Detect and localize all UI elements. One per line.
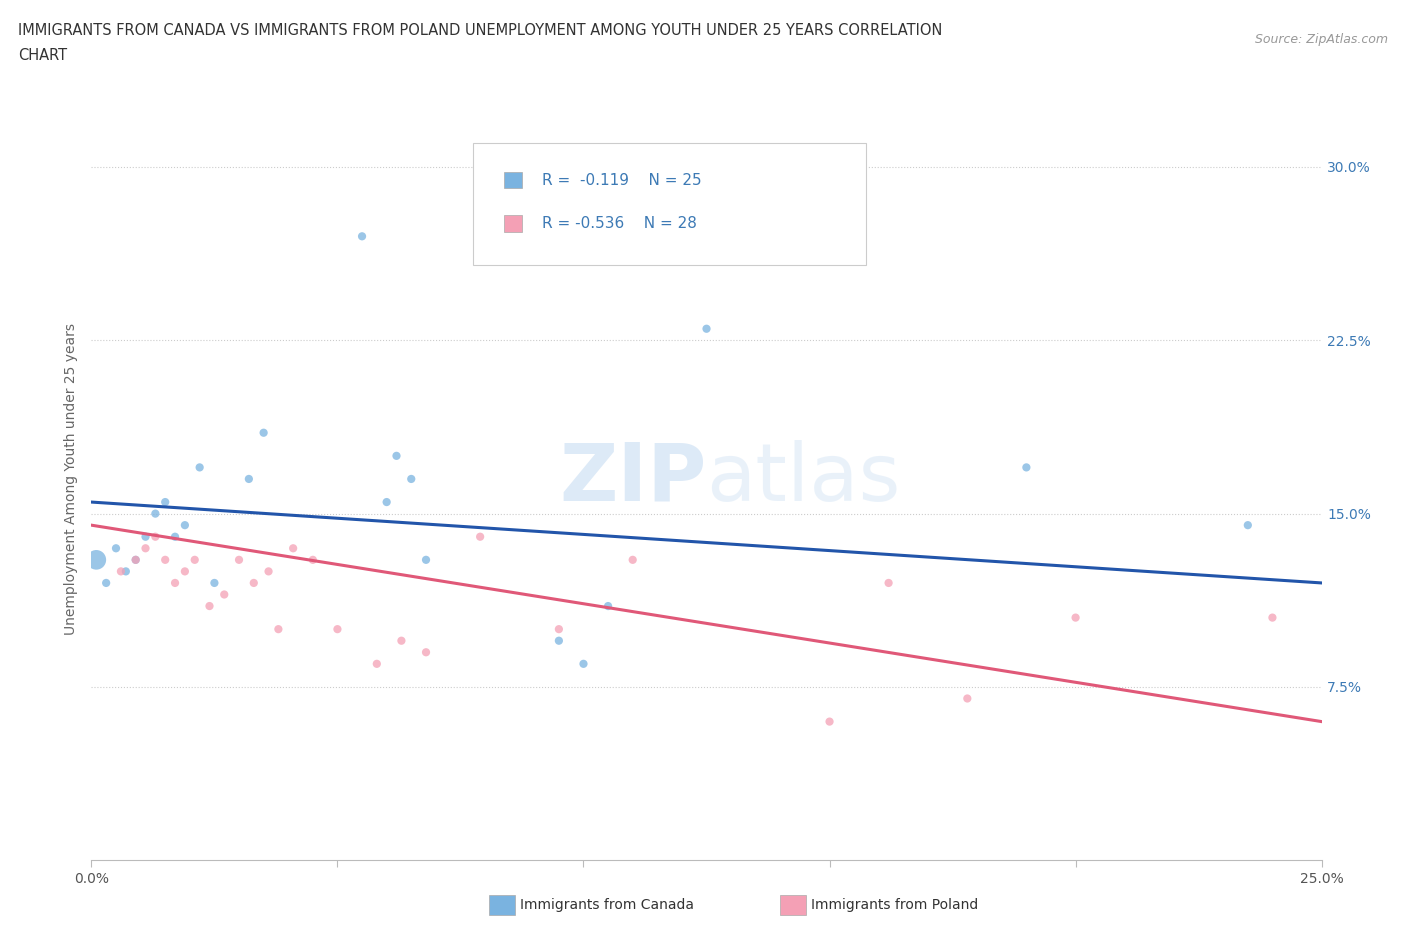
Point — [253, 425, 276, 440]
Point — [212, 587, 235, 602]
Point — [124, 552, 146, 567]
Point — [110, 564, 132, 578]
Point — [114, 564, 138, 578]
Point — [145, 506, 166, 521]
Point — [596, 599, 619, 614]
Point — [145, 529, 166, 544]
Point — [257, 564, 280, 578]
FancyBboxPatch shape — [472, 143, 866, 265]
Point — [415, 552, 437, 567]
Text: R =  -0.119    N = 25: R = -0.119 N = 25 — [541, 172, 702, 188]
Point — [188, 460, 211, 475]
Point — [228, 552, 250, 567]
Bar — [503, 215, 523, 232]
Point — [124, 552, 146, 567]
Point — [375, 495, 398, 510]
Point — [1064, 610, 1087, 625]
Point — [267, 622, 290, 637]
Text: CHART: CHART — [18, 48, 67, 63]
Point — [105, 541, 127, 556]
Point — [366, 657, 388, 671]
Bar — [503, 172, 523, 189]
Point — [153, 552, 177, 567]
Point — [621, 552, 644, 567]
Point — [415, 644, 437, 659]
Text: atlas: atlas — [706, 440, 901, 518]
Point — [877, 576, 900, 591]
Point — [695, 321, 717, 336]
Point — [468, 529, 492, 544]
Point — [163, 576, 186, 591]
Point — [1261, 610, 1284, 625]
Point — [326, 622, 349, 637]
Point — [153, 495, 177, 510]
Text: R = -0.536    N = 28: R = -0.536 N = 28 — [541, 216, 696, 231]
Point — [198, 599, 221, 614]
Point — [163, 529, 186, 544]
Point — [352, 229, 374, 244]
Point — [389, 633, 413, 648]
Point — [281, 541, 304, 556]
Point — [135, 529, 156, 544]
Text: Source: ZipAtlas.com: Source: ZipAtlas.com — [1254, 33, 1388, 46]
Point — [818, 714, 841, 729]
Y-axis label: Unemployment Among Youth under 25 years: Unemployment Among Youth under 25 years — [65, 323, 79, 635]
Point — [96, 576, 117, 591]
Point — [174, 518, 197, 533]
Point — [301, 552, 323, 567]
Point — [202, 576, 225, 591]
Point — [86, 552, 108, 567]
Point — [547, 622, 569, 637]
Point — [547, 633, 569, 648]
Point — [572, 657, 595, 671]
Point — [174, 564, 197, 578]
Text: IMMIGRANTS FROM CANADA VS IMMIGRANTS FROM POLAND UNEMPLOYMENT AMONG YOUTH UNDER : IMMIGRANTS FROM CANADA VS IMMIGRANTS FRO… — [18, 23, 942, 38]
Text: Immigrants from Canada: Immigrants from Canada — [520, 897, 695, 912]
Point — [238, 472, 260, 486]
Text: Immigrants from Poland: Immigrants from Poland — [811, 897, 979, 912]
Point — [183, 552, 207, 567]
Point — [385, 448, 408, 463]
Point — [399, 472, 422, 486]
Point — [135, 541, 156, 556]
Text: ZIP: ZIP — [560, 440, 706, 518]
Point — [1237, 518, 1260, 533]
Point — [1015, 460, 1038, 475]
Point — [956, 691, 979, 706]
Point — [242, 576, 264, 591]
